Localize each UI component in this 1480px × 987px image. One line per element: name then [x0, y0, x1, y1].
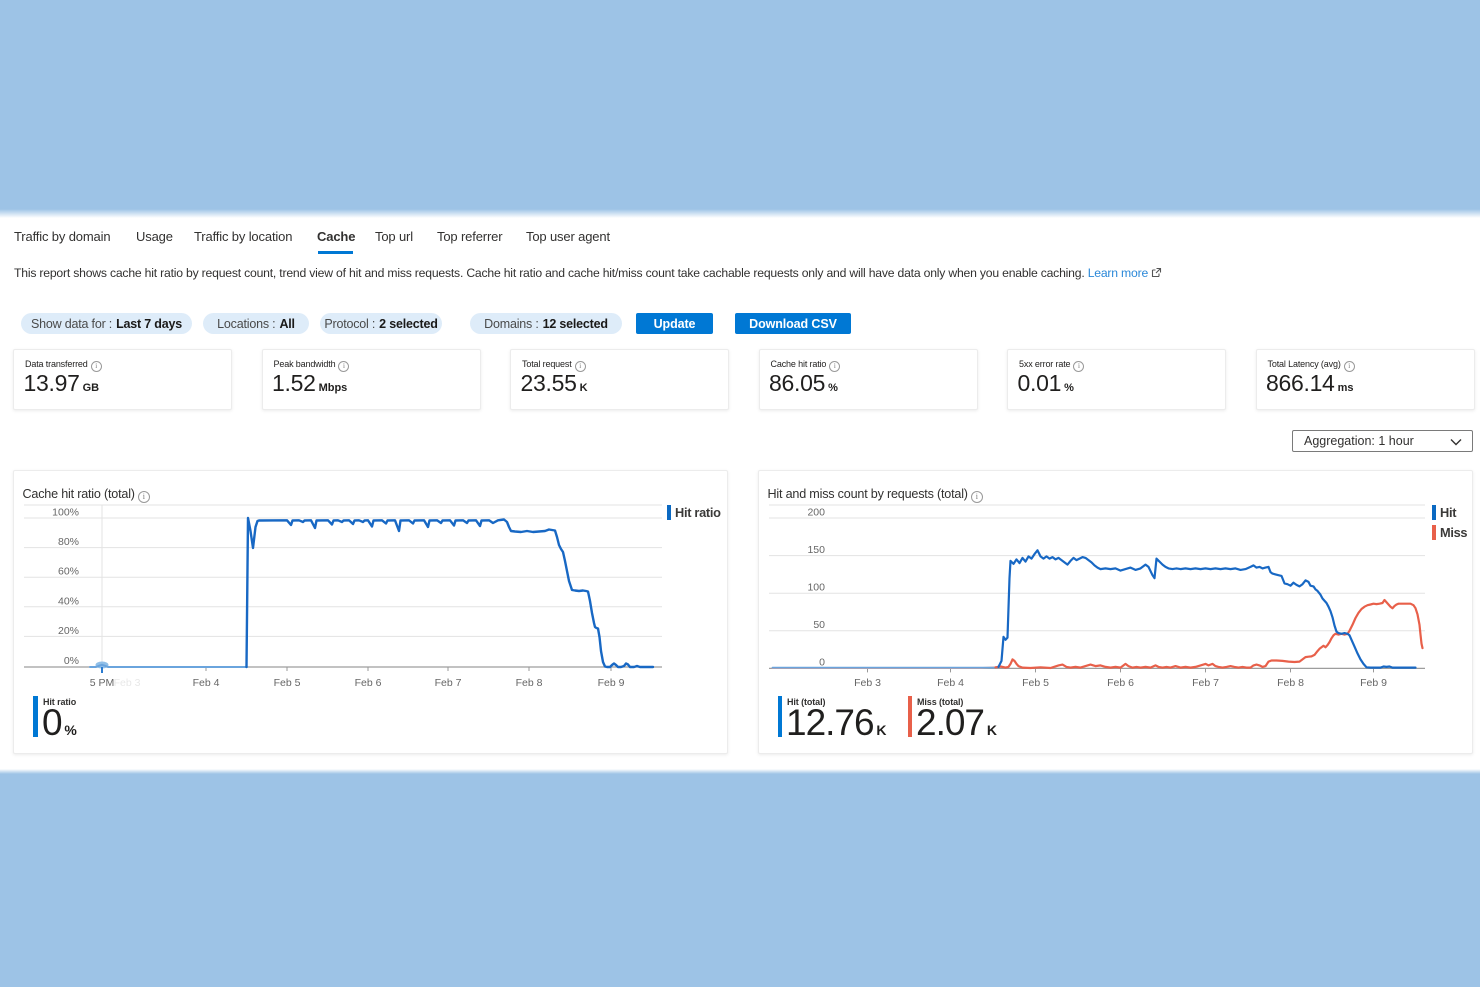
svg-text:5 PM: 5 PM [90, 677, 115, 689]
svg-text:0%: 0% [64, 655, 79, 667]
svg-text:150: 150 [807, 544, 825, 556]
svg-text:Feb 5: Feb 5 [1022, 677, 1049, 689]
svg-text:Feb 9: Feb 9 [598, 677, 625, 689]
svg-text:Feb 3: Feb 3 [854, 677, 881, 689]
svg-text:Feb 9: Feb 9 [1360, 677, 1387, 689]
svg-text:60%: 60% [58, 566, 79, 578]
svg-text:80%: 80% [58, 536, 79, 548]
svg-text:20%: 20% [58, 625, 79, 637]
svg-text:Feb 6: Feb 6 [1107, 677, 1134, 689]
svg-text:Hit ratio: Hit ratio [675, 505, 721, 520]
svg-text:Feb 7: Feb 7 [435, 677, 462, 689]
svg-text:100: 100 [807, 582, 825, 594]
svg-text:50: 50 [813, 619, 825, 631]
svg-text:Feb 4: Feb 4 [937, 677, 964, 689]
svg-text:Feb 3: Feb 3 [114, 677, 141, 689]
svg-text:Feb 7: Feb 7 [1192, 677, 1219, 689]
svg-text:Feb 8: Feb 8 [1277, 677, 1304, 689]
svg-text:Feb 6: Feb 6 [355, 677, 382, 689]
svg-text:Hit: Hit [1440, 505, 1457, 520]
svg-text:Miss: Miss [1440, 525, 1467, 540]
svg-text:0: 0 [819, 657, 825, 669]
svg-text:100%: 100% [52, 507, 79, 519]
svg-text:200: 200 [807, 507, 825, 519]
svg-text:Feb 4: Feb 4 [193, 677, 220, 689]
svg-text:Feb 5: Feb 5 [274, 677, 301, 689]
svg-text:Feb 8: Feb 8 [516, 677, 543, 689]
svg-text:40%: 40% [58, 596, 79, 608]
